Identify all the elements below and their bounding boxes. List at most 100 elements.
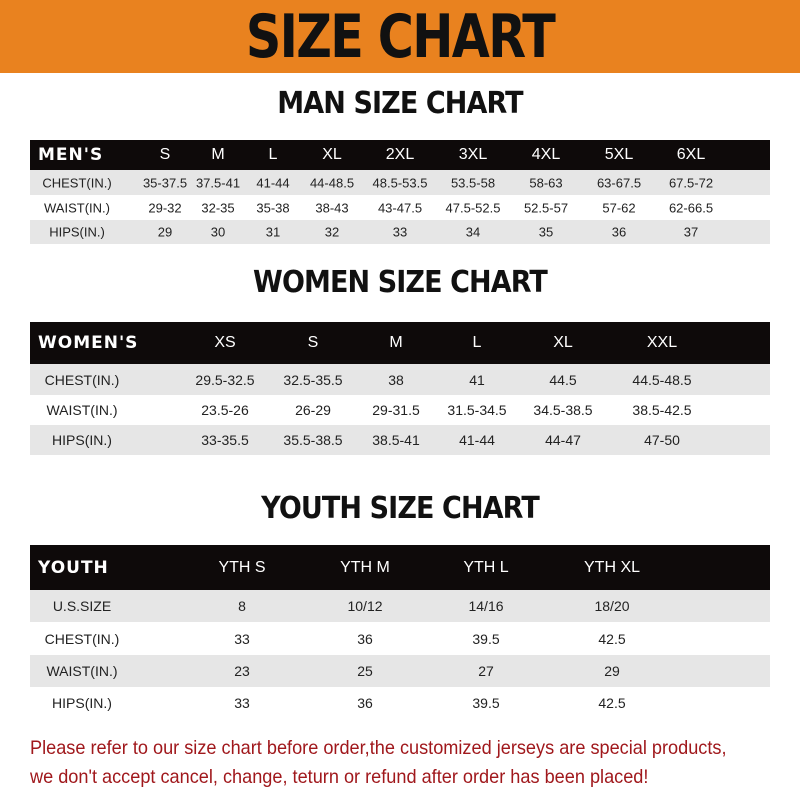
size-header-cell: S: [159, 146, 171, 163]
table-cell: 58-63: [529, 175, 563, 190]
table-cell: 38-43: [315, 200, 349, 215]
table-cell: 10/12: [347, 598, 383, 614]
table-row: WAIST(IN.) 29-32 32-35 35-38 38-43 43-47.5 47.…: [30, 195, 770, 220]
size-header-cell: XL: [553, 334, 573, 351]
size-header-cell: S: [307, 334, 319, 351]
table-cell: 27: [478, 663, 494, 679]
table-cell: 47-50: [644, 432, 680, 448]
size-header-cell: L: [472, 334, 482, 351]
size-header-cell: 5XL: [604, 146, 634, 163]
table-cell: 29: [604, 663, 620, 679]
table-cell: 38.5-41: [372, 432, 420, 448]
size-header-cell: L: [268, 146, 278, 163]
size-header-cell: XXL: [646, 334, 678, 351]
table-cell: 23.5-26: [201, 402, 249, 418]
table-cell: 32: [324, 224, 340, 240]
table-cell: 8: [238, 598, 246, 614]
table-cell: 14/16: [468, 598, 504, 614]
table-cell: 38: [388, 371, 404, 388]
notice-line-2: we don't accept cancel, change, teturn o…: [30, 766, 649, 788]
table-cell: 52.5-57: [523, 200, 569, 215]
table-cell: 44.5: [549, 371, 577, 388]
table-row: CHEST(IN.) 29.5-32.5 32.5-35.5 38 41 44.5 44.5…: [30, 364, 770, 395]
table-cell: 25: [357, 663, 373, 679]
table-cell: 31: [265, 224, 281, 240]
measurement-label: CHEST(IN.): [44, 371, 120, 388]
size-header-cell: YTH M: [340, 558, 390, 576]
notice-line-1: Please refer to our size chart before or…: [30, 737, 727, 759]
measurement-label: CHEST(IN.): [44, 630, 120, 647]
table-cell: 41-44: [459, 432, 495, 448]
table-cell: 44-47: [545, 432, 581, 448]
women-section-title: WOMEN SIZE CHART: [253, 265, 548, 300]
table-cell: 41: [469, 371, 485, 388]
table-cell: 47.5-52.5: [445, 200, 501, 215]
table-cell: 38.5-42.5: [632, 402, 692, 418]
table-cell: 35: [538, 224, 554, 240]
size-header-cell: 6XL: [676, 146, 706, 163]
banner-title: SIZE CHART: [245, 2, 556, 72]
table-cell: 42.5: [598, 694, 626, 711]
women-header-row: WOMEN'S XS S M L XL XXL: [30, 322, 770, 364]
table-cell: 42.5: [598, 630, 626, 647]
table-row: U.S.SIZE 8 10/12 14/16 18/20: [30, 590, 770, 622]
table-cell: 30: [210, 224, 226, 240]
table-cell: 53.5-58: [450, 175, 496, 190]
table-title-cell: YOUTH: [38, 557, 109, 578]
size-header-cell: M: [389, 334, 403, 351]
table-cell: 36: [357, 630, 373, 647]
table-cell: 34.5-38.5: [533, 402, 593, 418]
table-cell: 67.5-72: [668, 175, 714, 190]
table-cell: 33: [392, 224, 408, 240]
size-header-cell: YTH S: [218, 558, 266, 576]
youth-section-title: YOUTH SIZE CHART: [261, 491, 540, 526]
table-cell: 31.5-34.5: [447, 402, 507, 418]
table-cell: 36: [357, 694, 373, 711]
table-row: HIPS(IN.) 33-35.5 35.5-38.5 38.5-41 41-44 44-…: [30, 425, 770, 455]
table-cell: 36: [611, 224, 627, 240]
youth-header-row: YOUTH YTH S YTH M YTH L YTH XL: [30, 545, 770, 590]
men-header-row: MEN'S S M L XL 2XL 3XL 4XL 5XL 6XL: [30, 140, 770, 170]
table-cell: 35-37.5: [142, 175, 188, 190]
table-cell: 62-66.5: [668, 200, 714, 215]
measurement-label: HIPS(IN.): [52, 694, 112, 711]
measurement-label: HIPS(IN.): [52, 432, 112, 448]
table-cell: 43-47.5: [377, 200, 423, 215]
table-row: CHEST(IN.) 33 36 39.5 42.5: [30, 622, 770, 655]
table-cell: 48.5-53.5: [372, 175, 428, 190]
table-cell: 44-48.5: [309, 175, 355, 190]
table-row: WAIST(IN.) 23 25 27 29: [30, 655, 770, 687]
size-header-cell: 2XL: [385, 146, 415, 163]
table-title-cell: MEN'S: [38, 145, 104, 165]
table-cell: 57-62: [602, 200, 636, 215]
table-cell: 35-38: [256, 200, 290, 215]
measurement-label: WAIST(IN.): [46, 663, 118, 679]
table-cell: 39.5: [472, 694, 500, 711]
size-header-cell: YTH XL: [583, 558, 641, 576]
table-cell: 29-32: [148, 200, 182, 215]
size-header-cell: 4XL: [531, 146, 561, 163]
table-cell: 23: [234, 663, 250, 679]
table-cell: 63-67.5: [596, 175, 642, 190]
table-row: CHEST(IN.) 35-37.5 37.5-41 41-44 44-48.5 48.5…: [30, 170, 770, 195]
table-cell: 29-31.5: [372, 402, 420, 418]
size-header-cell: 3XL: [458, 146, 488, 163]
table-cell: 33: [234, 630, 250, 647]
table-row: HIPS(IN.) 29 30 31 32 33 34 35 36 37: [30, 220, 770, 244]
table-cell: 33: [234, 694, 250, 711]
table-cell: 32-35: [201, 200, 235, 215]
table-cell: 35.5-38.5: [283, 432, 343, 448]
measurement-label: U.S.SIZE: [52, 598, 112, 614]
measurement-label: HIPS(IN.): [49, 224, 105, 240]
size-header-cell: XS: [214, 334, 236, 351]
table-cell: 33-35.5: [201, 432, 249, 448]
table-row: WAIST(IN.) 23.5-26 26-29 29-31.5 31.5-34.5 34…: [30, 395, 770, 425]
men-section-title: MAN SIZE CHART: [277, 86, 523, 121]
table-cell: 18/20: [594, 598, 630, 614]
table-row: HIPS(IN.) 33 36 39.5 42.5: [30, 687, 770, 718]
table-cell: 34: [465, 224, 481, 240]
size-header-cell: M: [211, 146, 225, 163]
measurement-label: WAIST(IN.): [44, 200, 110, 215]
table-cell: 29.5-32.5: [195, 371, 255, 388]
size-header-cell: YTH L: [463, 558, 509, 576]
